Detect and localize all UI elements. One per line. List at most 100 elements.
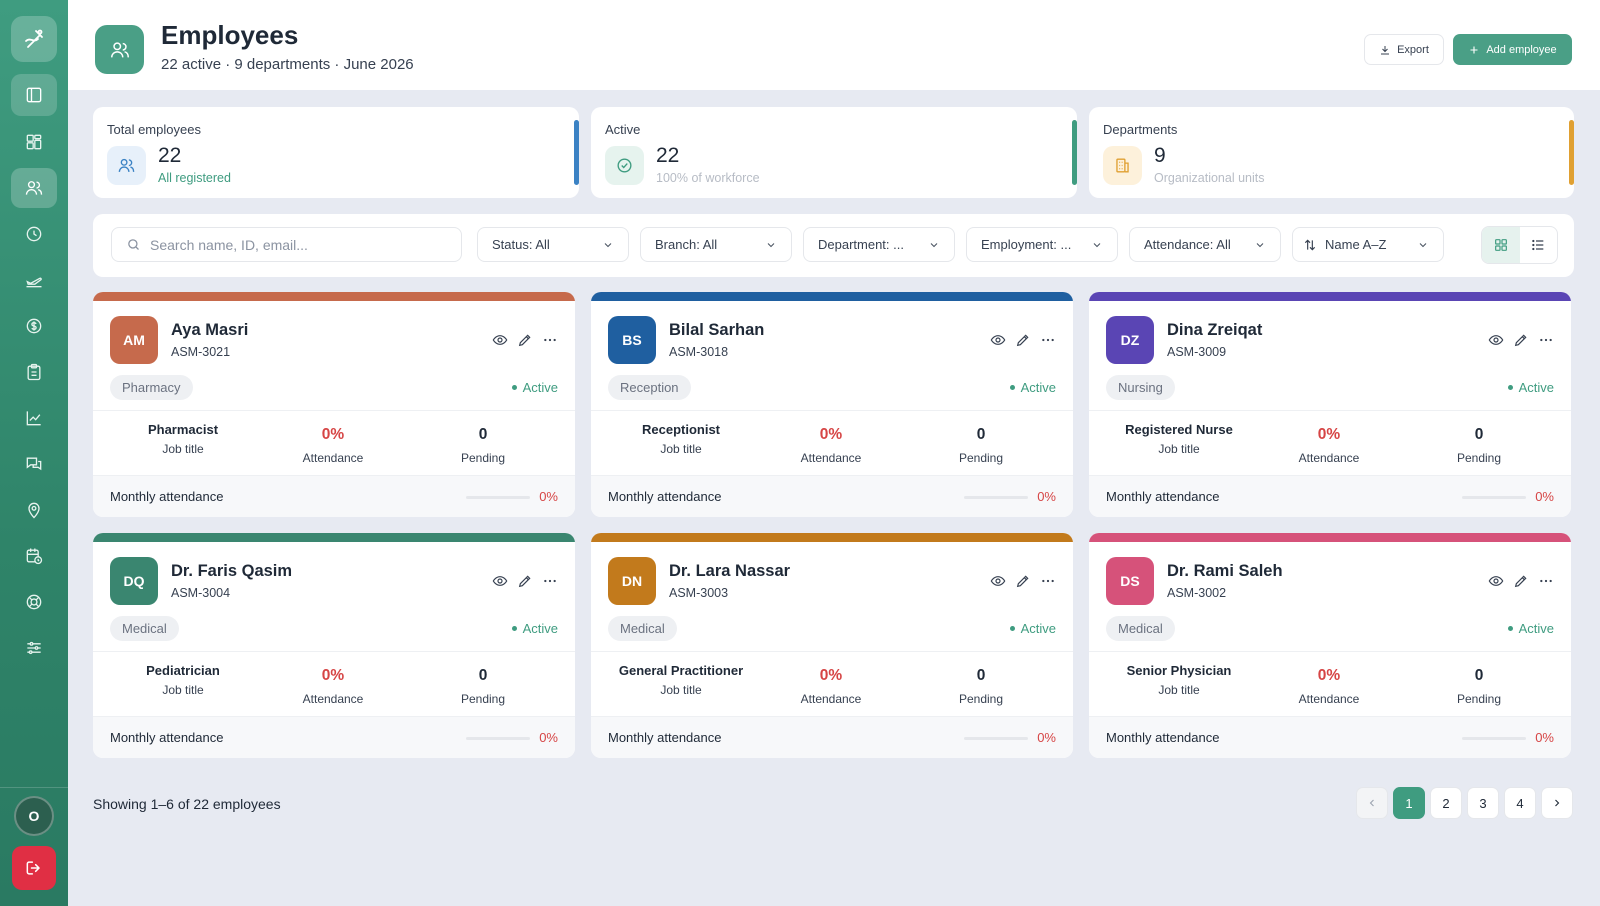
sidebar-item-locations[interactable] — [11, 490, 57, 530]
page-button-2[interactable]: 2 — [1430, 787, 1462, 819]
more-button[interactable] — [1538, 332, 1554, 348]
employee-name[interactable]: Aya Masri — [171, 321, 249, 339]
card-color-stripe — [591, 533, 1073, 542]
sidebar-item-payroll[interactable] — [11, 306, 57, 346]
attendance-filter-dropdown[interactable]: Attendance: All — [1129, 227, 1281, 262]
sidebar-toggle-button[interactable] — [11, 74, 57, 116]
sidebar-item-tasks[interactable] — [11, 352, 57, 392]
page-title: Employees — [161, 20, 299, 50]
more-button[interactable] — [1538, 573, 1554, 589]
employee-id: ASM-3003 — [669, 586, 729, 600]
employee-card[interactable]: AM Aya Masri ASM-3021 Pharmacy Active Ph… — [93, 292, 575, 517]
sidebar-item-leave[interactable] — [11, 260, 57, 300]
prev-page-button[interactable] — [1356, 787, 1388, 819]
monthly-attendance-row: Monthly attendance 0% — [591, 475, 1073, 517]
view-toggle — [1481, 226, 1558, 264]
sidebar-item-settings[interactable] — [11, 628, 57, 668]
view-button[interactable] — [1488, 573, 1504, 589]
sort-label: Name A–Z — [1325, 237, 1387, 252]
eye-icon — [1488, 576, 1504, 586]
monthly-attendance-bar — [964, 496, 1028, 499]
employee-name[interactable]: Dina Zreiqat — [1167, 321, 1263, 339]
attendance-label: Attendance — [800, 692, 862, 706]
stat-icon-box — [1103, 146, 1142, 185]
export-button[interactable]: Export — [1364, 34, 1444, 65]
job-title-stat: Receptionist Job title — [606, 422, 756, 456]
add-employee-button[interactable]: Add employee — [1453, 34, 1572, 65]
monthly-attendance-value: 0% — [539, 489, 558, 504]
employee-card[interactable]: DZ Dina Zreiqat ASM-3009 Nursing Active … — [1089, 292, 1571, 517]
list-view-button[interactable] — [1520, 227, 1558, 263]
attendance-label: Attendance — [1298, 451, 1360, 465]
employee-name[interactable]: Dr. Faris Qasim — [171, 562, 293, 580]
view-button[interactable] — [492, 332, 508, 348]
branch-filter-dropdown[interactable]: Branch: All — [640, 227, 792, 262]
employee-name[interactable]: Dr. Rami Saleh — [1167, 562, 1283, 580]
status-badge: Active — [1009, 380, 1056, 395]
user-avatar[interactable]: O — [14, 796, 54, 836]
page-button-1[interactable]: 1 — [1393, 787, 1425, 819]
sidebar-item-dashboard[interactable] — [11, 122, 57, 162]
more-icon — [1540, 579, 1552, 583]
job-title-value: Registered Nurse — [1125, 422, 1233, 437]
status-filter-dropdown[interactable]: Status: All — [477, 227, 629, 262]
status-dot — [1009, 626, 1015, 631]
monthly-attendance-label: Monthly attendance — [1106, 730, 1220, 745]
pencil-icon — [1514, 334, 1527, 347]
sort-dropdown[interactable]: Name A–Z — [1292, 227, 1444, 262]
more-button[interactable] — [1040, 332, 1056, 348]
page-button-3[interactable]: 3 — [1467, 787, 1499, 819]
pending-stat: 0 Pending — [1404, 426, 1554, 465]
export-button-label: Export — [1397, 43, 1429, 56]
view-button[interactable] — [990, 573, 1006, 589]
more-icon — [1540, 338, 1552, 342]
employee-card[interactable]: DQ Dr. Faris Qasim ASM-3004 Medical Acti… — [93, 533, 575, 758]
stat-value: 22 — [656, 144, 680, 167]
page-header: Employees 22 active · 9 departments · Ju… — [68, 0, 1600, 90]
sidebar-item-schedule[interactable] — [11, 536, 57, 576]
more-button[interactable] — [1040, 573, 1056, 589]
sidebar-item-messages[interactable] — [11, 444, 57, 484]
more-button[interactable] — [542, 332, 558, 348]
employee-card[interactable]: BS Bilal Sarhan ASM-3018 Reception Activ… — [591, 292, 1073, 517]
monthly-attendance-value: 0% — [539, 730, 558, 745]
edit-button[interactable] — [1015, 332, 1031, 348]
employee-avatar: DS — [1106, 557, 1154, 605]
department-filter-dropdown[interactable]: Department: ... — [803, 227, 955, 262]
sidebar-item-reports[interactable] — [11, 398, 57, 438]
pending-label: Pending — [958, 692, 1004, 706]
edit-button[interactable] — [517, 573, 533, 589]
employee-name[interactable]: Bilal Sarhan — [669, 321, 765, 339]
edit-button[interactable] — [1015, 573, 1031, 589]
pending-stat: 0 Pending — [906, 426, 1056, 465]
stat-label: Departments — [1103, 122, 1178, 137]
more-button[interactable] — [542, 573, 558, 589]
edit-button[interactable] — [517, 332, 533, 348]
view-button[interactable] — [990, 332, 1006, 348]
edit-button[interactable] — [1513, 573, 1529, 589]
monthly-attendance-value: 0% — [1037, 489, 1056, 504]
sidebar-item-attendance[interactable] — [11, 214, 57, 254]
view-button[interactable] — [492, 573, 508, 589]
employee-card[interactable]: DN Dr. Lara Nassar ASM-3003 Medical Acti… — [591, 533, 1073, 758]
card-divider — [591, 651, 1073, 652]
view-button[interactable] — [1488, 332, 1504, 348]
page-button-4[interactable]: 4 — [1504, 787, 1536, 819]
list-icon — [1532, 239, 1544, 251]
location-icon — [28, 502, 40, 519]
sidebar-item-support[interactable] — [11, 582, 57, 622]
employment-filter-dropdown[interactable]: Employment: ... — [966, 227, 1118, 262]
edit-button[interactable] — [1513, 332, 1529, 348]
employee-card[interactable]: DS Dr. Rami Saleh ASM-3002 Medical Activ… — [1089, 533, 1571, 758]
panel-icon — [26, 87, 42, 103]
search-input[interactable] — [150, 236, 440, 253]
grid-view-button[interactable] — [1482, 227, 1520, 263]
employee-name[interactable]: Dr. Lara Nassar — [669, 562, 791, 580]
stat-accent-bar — [574, 120, 579, 185]
next-page-button[interactable] — [1541, 787, 1573, 819]
app-logo[interactable] — [11, 16, 57, 62]
sidebar-item-employees[interactable] — [11, 168, 57, 208]
branch-filter-label: Branch: All — [655, 237, 718, 252]
more-icon — [1042, 338, 1054, 342]
logout-button[interactable] — [12, 846, 56, 890]
